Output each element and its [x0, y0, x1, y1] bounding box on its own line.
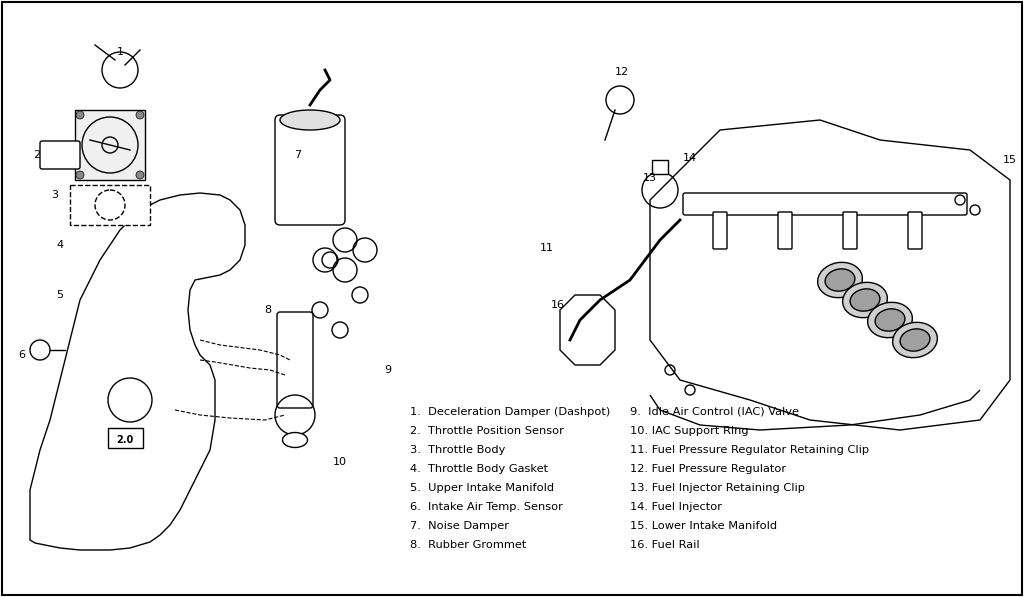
Text: 2.0: 2.0 [117, 435, 133, 445]
Text: 14. Fuel Injector: 14. Fuel Injector [630, 502, 722, 512]
Text: 9.  Idle Air Control (IAC) Valve: 9. Idle Air Control (IAC) Valve [630, 407, 799, 417]
Circle shape [136, 111, 144, 119]
FancyBboxPatch shape [75, 110, 145, 180]
Circle shape [76, 111, 84, 119]
Ellipse shape [900, 329, 930, 351]
Text: 15. Lower Intake Manifold: 15. Lower Intake Manifold [630, 521, 777, 531]
Ellipse shape [843, 282, 888, 318]
Text: 13: 13 [643, 173, 657, 183]
Text: 3.  Throttle Body: 3. Throttle Body [410, 445, 506, 455]
FancyBboxPatch shape [70, 185, 150, 225]
Text: 5.  Upper Intake Manifold: 5. Upper Intake Manifold [410, 483, 554, 493]
Ellipse shape [817, 262, 862, 298]
FancyBboxPatch shape [40, 141, 80, 169]
Text: 3: 3 [51, 190, 58, 200]
Text: 16. Fuel Rail: 16. Fuel Rail [630, 540, 699, 550]
Text: 11: 11 [540, 243, 554, 253]
Text: 2.  Throttle Position Sensor: 2. Throttle Position Sensor [410, 426, 564, 436]
Text: 4.  Throttle Body Gasket: 4. Throttle Body Gasket [410, 464, 548, 474]
Ellipse shape [876, 309, 905, 331]
FancyBboxPatch shape [275, 115, 345, 225]
Text: 2: 2 [34, 150, 41, 160]
FancyBboxPatch shape [713, 212, 727, 249]
Text: 10. IAC Support Ring: 10. IAC Support Ring [630, 426, 749, 436]
Ellipse shape [867, 302, 912, 338]
Text: 8: 8 [264, 305, 271, 315]
Text: 6.  Intake Air Temp. Sensor: 6. Intake Air Temp. Sensor [410, 502, 563, 512]
Text: 15: 15 [1002, 155, 1017, 165]
FancyBboxPatch shape [908, 212, 922, 249]
Text: 16: 16 [551, 300, 565, 310]
Text: 1.  Deceleration Damper (Dashpot): 1. Deceleration Damper (Dashpot) [410, 407, 610, 417]
Text: 9: 9 [384, 365, 391, 375]
FancyBboxPatch shape [843, 212, 857, 249]
Circle shape [136, 171, 144, 179]
Text: 4: 4 [56, 240, 63, 250]
Text: 8.  Rubber Grommet: 8. Rubber Grommet [410, 540, 526, 550]
Ellipse shape [825, 269, 855, 291]
Ellipse shape [283, 432, 307, 448]
Circle shape [76, 171, 84, 179]
Ellipse shape [893, 322, 937, 358]
Text: 6: 6 [18, 350, 26, 360]
FancyBboxPatch shape [652, 160, 668, 174]
FancyBboxPatch shape [778, 212, 792, 249]
Text: 11. Fuel Pressure Regulator Retaining Clip: 11. Fuel Pressure Regulator Retaining Cl… [630, 445, 869, 455]
Text: 13. Fuel Injector Retaining Clip: 13. Fuel Injector Retaining Clip [630, 483, 805, 493]
Text: 7.  Noise Damper: 7. Noise Damper [410, 521, 509, 531]
Ellipse shape [850, 289, 880, 311]
Text: 5: 5 [56, 290, 63, 300]
Text: 14: 14 [683, 153, 697, 163]
Text: 10: 10 [333, 457, 347, 467]
Text: 12: 12 [615, 67, 629, 77]
FancyBboxPatch shape [278, 312, 313, 408]
FancyBboxPatch shape [108, 428, 143, 448]
Text: 7: 7 [295, 150, 301, 160]
Text: 12. Fuel Pressure Regulator: 12. Fuel Pressure Regulator [630, 464, 786, 474]
FancyBboxPatch shape [683, 193, 967, 215]
Ellipse shape [280, 110, 340, 130]
Text: 1: 1 [117, 47, 124, 57]
